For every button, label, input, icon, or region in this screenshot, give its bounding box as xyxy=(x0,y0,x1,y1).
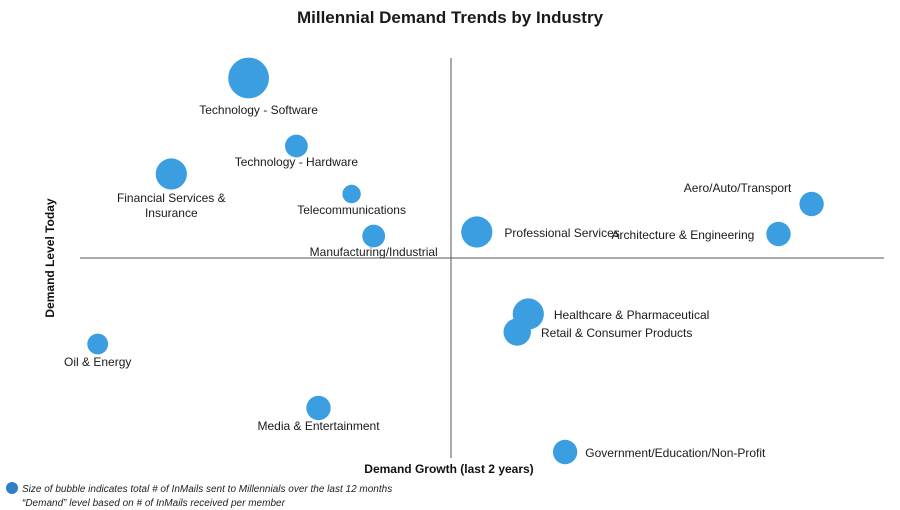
chart-title: Millennial Demand Trends by Industry xyxy=(297,8,604,27)
legend-bubble-icon xyxy=(6,482,18,494)
bubble-label: Financial Services & Insurance xyxy=(117,191,226,220)
label-layer: Technology - Software Technology - Hardwa… xyxy=(64,103,792,460)
bubble-point xyxy=(799,191,824,217)
y-axis-title: Demand Level Today xyxy=(43,198,57,317)
bubble-point xyxy=(461,216,493,248)
bubble-label: Oil & Energy xyxy=(64,355,131,369)
bubble-label: Technology - Software xyxy=(199,103,318,117)
bubble-point xyxy=(362,224,386,248)
bubble-point xyxy=(306,395,331,421)
bubble-label: Professional Services xyxy=(504,226,619,240)
bubble-label: Government/Education/Non-Profit xyxy=(585,446,766,460)
x-axis-title: Demand Growth (last 2 years) xyxy=(364,462,533,476)
bubble-point xyxy=(285,134,308,158)
bubble-label: Media & Entertainment xyxy=(257,419,380,433)
bubble-point xyxy=(228,57,269,99)
footnote-demand-level: “Demand” level based on # of InMails rec… xyxy=(22,498,286,509)
bubble-label: Retail & Consumer Products xyxy=(541,326,692,340)
bubble-label: Telecommunications xyxy=(297,203,406,217)
bubble-point xyxy=(766,221,791,247)
bubble-point xyxy=(503,318,531,346)
bubble-point xyxy=(87,333,109,355)
bubble-layer xyxy=(87,57,824,465)
bubble-label: Manufacturing/Industrial xyxy=(310,245,438,259)
bubble-point xyxy=(155,158,187,190)
footnote-bubble-size: Size of bubble indicates total # of InMa… xyxy=(22,484,392,495)
bubble-point xyxy=(342,184,361,204)
bubble-label: Aero/Auto/Transport xyxy=(684,181,792,195)
bubble-point xyxy=(552,439,578,465)
bubble-label: Technology - Hardware xyxy=(235,155,359,169)
bubble-label: Healthcare & Pharmaceutical xyxy=(554,308,709,322)
bubble-label: Architecture & Engineering xyxy=(612,228,755,242)
